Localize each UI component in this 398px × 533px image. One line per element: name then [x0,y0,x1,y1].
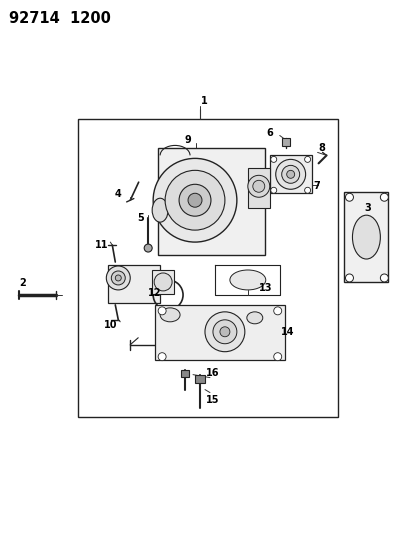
Text: 1: 1 [201,95,207,106]
Ellipse shape [230,270,266,290]
Circle shape [158,353,166,361]
Circle shape [345,193,353,201]
Bar [108,265,160,303]
Text: 16: 16 [206,368,220,377]
Bar [152,270,174,294]
Bar [155,305,285,360]
Bar [181,370,189,377]
Text: 11: 11 [95,240,108,250]
Circle shape [205,312,245,352]
Circle shape [248,175,270,197]
Circle shape [188,193,202,207]
Circle shape [304,187,310,193]
Text: 3: 3 [364,203,371,213]
Circle shape [213,320,237,344]
Bar [282,139,290,147]
Text: 4: 4 [115,189,122,199]
Bar [158,148,265,255]
Circle shape [271,156,277,163]
Circle shape [154,273,172,291]
Circle shape [304,156,310,163]
Circle shape [144,244,152,252]
Circle shape [179,184,211,216]
Circle shape [274,307,282,315]
Circle shape [220,327,230,337]
Text: 8: 8 [318,143,325,154]
Text: 9: 9 [185,135,191,146]
Circle shape [115,275,121,281]
Text: 15: 15 [206,394,220,405]
Bar [270,156,312,193]
Circle shape [165,171,225,230]
Text: 12: 12 [148,288,162,298]
Circle shape [153,158,237,242]
Text: 7: 7 [313,181,320,191]
Bar [248,168,270,208]
Circle shape [276,159,306,189]
Circle shape [345,274,353,282]
Text: 14: 14 [281,327,295,337]
Bar [195,375,205,383]
Ellipse shape [152,198,168,222]
Circle shape [253,180,265,192]
Text: 92714  1200: 92714 1200 [9,11,111,26]
Circle shape [380,274,388,282]
Text: 5: 5 [137,213,144,223]
Ellipse shape [353,215,380,259]
Circle shape [158,307,166,315]
Circle shape [106,266,130,290]
Circle shape [282,165,300,183]
Circle shape [380,193,388,201]
Ellipse shape [247,312,263,324]
Bar [78,118,338,417]
Circle shape [287,171,295,179]
Text: 10: 10 [103,320,117,330]
Circle shape [111,271,125,285]
Text: 2: 2 [19,278,26,288]
Text: 13: 13 [259,283,273,293]
Circle shape [271,187,277,193]
Bar [345,192,388,282]
Text: 6: 6 [266,128,273,139]
Ellipse shape [160,308,180,322]
Circle shape [274,353,282,361]
